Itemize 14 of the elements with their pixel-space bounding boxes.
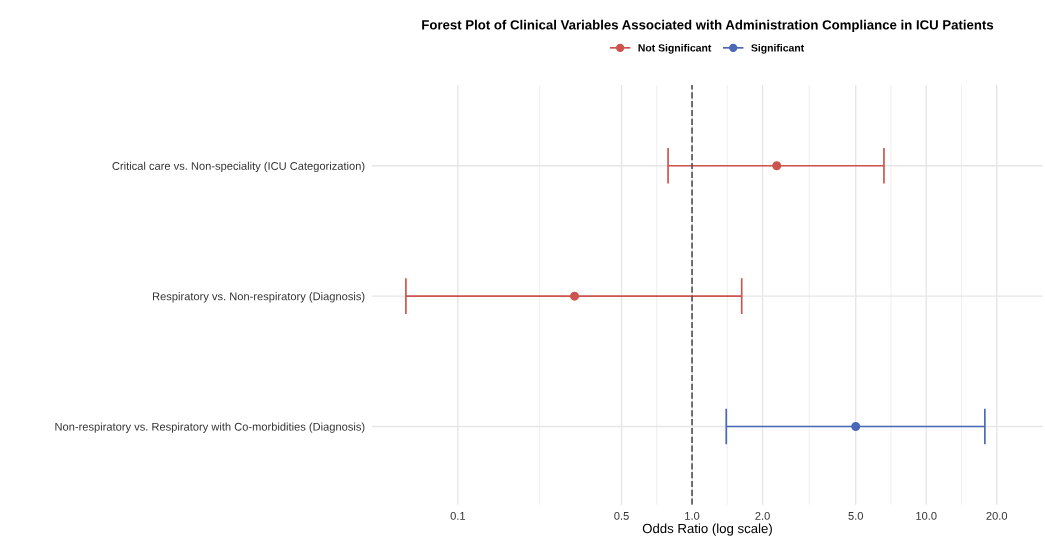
x-tick-label: 10.0 [916, 511, 937, 520]
y-tick-label: Non-respiratory vs. Respiratory with Co-morbidities (Diagnosis) [55, 422, 365, 433]
legend-label: Not Significant [638, 43, 712, 54]
y-tick-label: Respiratory vs. Non-respiratory (Diagnosis) [152, 292, 365, 303]
legend-label: Significant [751, 43, 805, 54]
x-tick-label: 0.1 [450, 511, 466, 520]
chart-title: Forest Plot of Clinical Variables Associated with Administration Compliance in ICU Patients [422, 19, 994, 33]
y-tick-label: Critical care vs. Non-speciality (ICU Categorization) [112, 161, 365, 173]
x-tick-label: 0.5 [614, 511, 629, 520]
x-tick-label: 2.0 [755, 511, 770, 520]
x-tick-label: 1.0 [685, 511, 700, 520]
x-tick-label: 5.0 [848, 511, 864, 520]
x-tick-label: 20.0 [986, 511, 1008, 520]
x-axis-title: Odds Ratio (log scale) [642, 523, 772, 536]
